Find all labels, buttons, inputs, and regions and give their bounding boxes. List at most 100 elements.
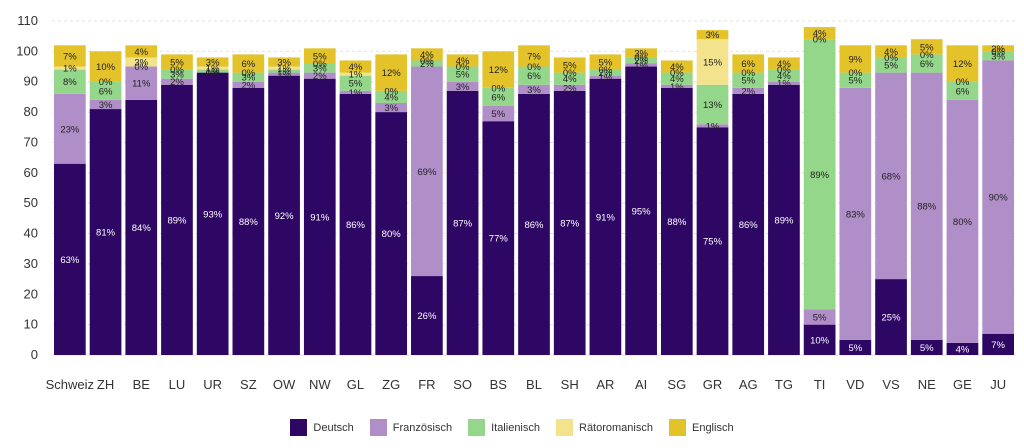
bar-segment-1 — [446, 81, 479, 91]
bar-segment-2 — [268, 69, 300, 73]
segment-value-label: 2% — [242, 80, 256, 91]
bar-segment-1 — [339, 90, 372, 94]
segment-value-label: 2% — [170, 77, 184, 88]
x-category-label: VD — [846, 377, 864, 392]
segment-value-label: 68% — [882, 171, 902, 182]
bar-segment-4 — [589, 54, 622, 70]
legend-label: Deutsch — [313, 421, 354, 434]
bar-segment-2 — [482, 87, 515, 107]
bar-segment-2 — [982, 51, 1014, 61]
x-category-label: TG — [775, 377, 793, 392]
bar-segment-4 — [696, 30, 729, 40]
segment-value-label: 4% — [777, 59, 791, 70]
y-tick-label: 20 — [24, 286, 38, 301]
segment-value-label: 1% — [599, 73, 613, 84]
y-tick-label: 60 — [24, 165, 38, 180]
bar-segment-4 — [339, 60, 372, 73]
bar-segment-0 — [982, 333, 1014, 355]
segment-value-label: 0% — [777, 65, 791, 76]
segment-value-label: 0% — [741, 68, 755, 79]
bar-segment-4 — [89, 51, 122, 82]
segment-value-label: 12% — [953, 59, 973, 70]
segment-value-label: 69% — [417, 167, 437, 178]
bar-segment-3 — [268, 66, 300, 70]
segment-value-label: 4% — [813, 29, 827, 40]
y-tick-label: 10 — [24, 317, 38, 332]
bar-segment-2 — [589, 69, 622, 76]
segment-value-label: 5% — [813, 313, 827, 324]
segment-value-label: 0% — [313, 59, 327, 70]
bar-segment-0 — [589, 78, 622, 355]
bar-segment-4 — [161, 54, 193, 70]
segment-value-label: 5% — [599, 57, 613, 68]
segment-value-label: 4% — [956, 344, 970, 355]
bar-segment-1 — [232, 81, 265, 88]
x-category-label: BE — [133, 377, 151, 392]
bar-segment-1 — [732, 87, 765, 94]
segment-value-label: 7% — [527, 51, 541, 62]
segment-value-label: 0% — [956, 77, 970, 88]
bar-segment-4 — [232, 54, 265, 73]
bar-segment-0 — [482, 121, 515, 355]
y-tick-label: 90 — [24, 74, 38, 89]
segment-value-label: 5% — [491, 109, 505, 120]
bar-segment-2 — [696, 84, 729, 125]
segment-value-label: 25% — [882, 313, 902, 324]
bar-segment-4 — [54, 45, 86, 67]
legend-item: Englisch — [668, 419, 734, 436]
bar-segment-1 — [303, 72, 336, 79]
segment-value-label: 7% — [991, 340, 1005, 351]
bar-segment-1 — [875, 72, 907, 280]
segment-value-label: 2% — [563, 83, 577, 94]
x-category-label: ZG — [382, 377, 400, 392]
bar-segment-2 — [375, 90, 408, 103]
bar-segment-1 — [54, 93, 86, 164]
segment-value-label: 63% — [60, 255, 80, 266]
bar-segment-2 — [732, 72, 765, 88]
legend-swatch — [369, 419, 387, 436]
segment-value-label: 86% — [524, 220, 544, 231]
bar-segment-4 — [839, 45, 872, 73]
x-category-label: ZH — [97, 377, 114, 392]
bar-segment-1 — [125, 66, 158, 100]
bar-segment-1 — [768, 81, 800, 85]
x-category-label: AG — [739, 377, 758, 392]
segment-value-label: 4% — [456, 56, 470, 67]
x-category-label: FR — [418, 377, 435, 392]
bar-segment-1 — [910, 72, 943, 340]
bar-segment-4 — [625, 48, 657, 58]
x-axis-categories: Schweiz ZH BE LU UR SZ OW NW GL ZG FR SO BS BL SH AR AI S… — [46, 377, 1006, 392]
segment-value-label: 3% — [170, 70, 184, 81]
segment-value-label: 2% — [634, 56, 648, 67]
segment-value-label: 4% — [670, 74, 684, 85]
bar-segment-0 — [875, 279, 907, 355]
segment-value-label: 23% — [60, 124, 80, 135]
bar-segment-4 — [553, 57, 586, 73]
bar-segment-0 — [54, 163, 86, 355]
y-tick-label: 80 — [24, 104, 38, 119]
bar-segment-2 — [339, 75, 372, 91]
bar-segment-2 — [553, 72, 586, 85]
bar-segment-1 — [518, 84, 550, 94]
segment-value-label: 3% — [242, 73, 256, 84]
segment-value-label: 6% — [527, 71, 541, 82]
segment-value-label: 0% — [670, 68, 684, 79]
segment-value-label: 90% — [989, 193, 1009, 204]
segment-value-label: 5% — [884, 61, 898, 72]
bar-segment-2 — [803, 39, 836, 310]
segment-value-label: 0% — [920, 50, 934, 61]
bar-segment-0 — [232, 87, 265, 356]
segment-value-label: 2% — [420, 59, 434, 70]
segment-value-label: 1% — [349, 88, 363, 99]
legend-label: Rätoromanisch — [579, 421, 653, 434]
bar-segment-3 — [125, 57, 158, 67]
bar-segment-0 — [625, 66, 657, 355]
segment-value-label: 11% — [132, 79, 151, 90]
bar-segment-2 — [946, 81, 979, 100]
segment-value-label: 4% — [777, 71, 791, 82]
segment-value-label: 81% — [96, 228, 116, 239]
bar-segment-4 — [982, 45, 1014, 52]
x-category-label: TI — [814, 377, 826, 392]
segment-value-label: 92% — [275, 211, 295, 222]
bar-segment-4 — [303, 48, 336, 64]
